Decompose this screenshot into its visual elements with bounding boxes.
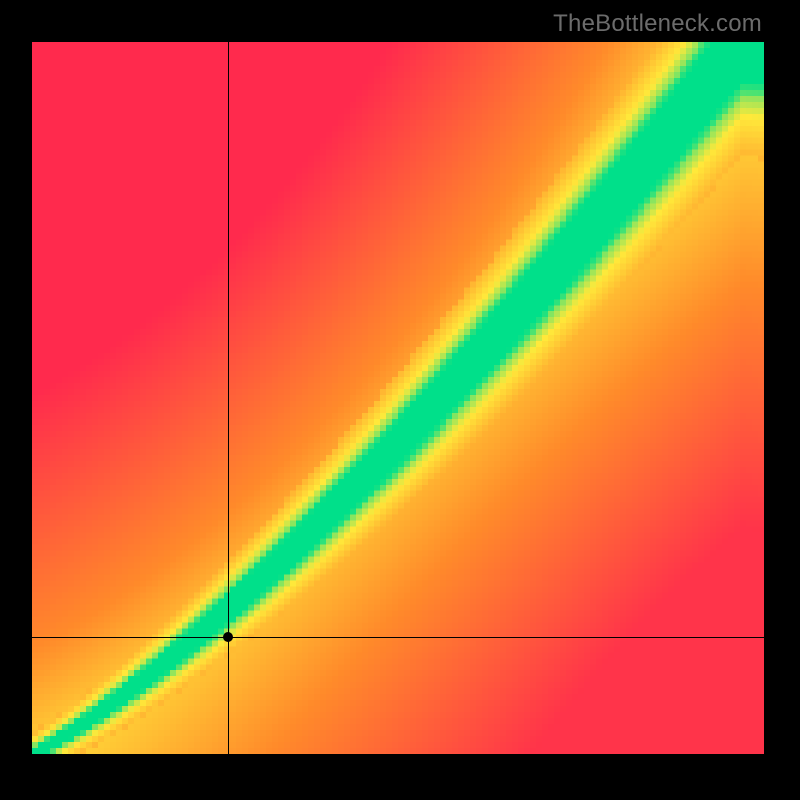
heatmap-plot (32, 42, 764, 754)
chart-container: TheBottleneck.com (0, 0, 800, 800)
crosshair-vertical (228, 42, 229, 754)
heatmap-canvas (32, 42, 764, 754)
watermark-text: TheBottleneck.com (553, 10, 762, 38)
crosshair-horizontal (32, 637, 764, 638)
marker-dot (223, 632, 233, 642)
